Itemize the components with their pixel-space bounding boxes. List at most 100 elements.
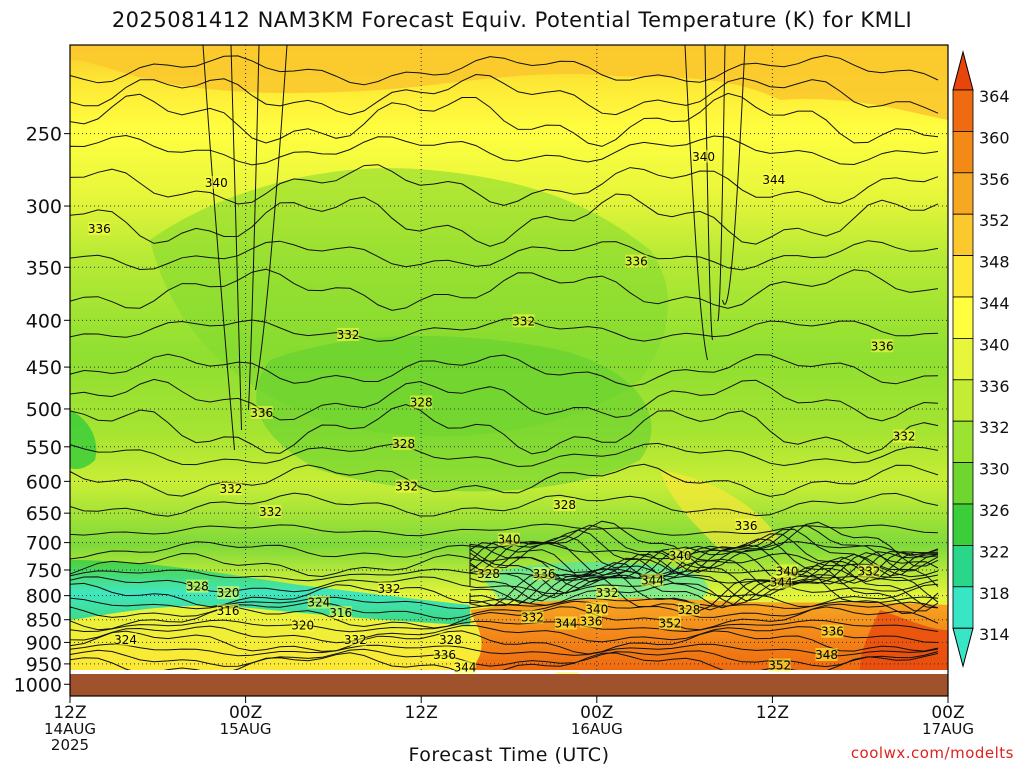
x-tick-label: 15AUG — [220, 720, 272, 738]
contour-line — [70, 652, 939, 670]
contour-line-dry-tongue — [255, 45, 288, 391]
y-tick-label: 750 — [26, 560, 62, 582]
ground-surface — [70, 674, 948, 696]
contour-line-dry-tongue — [722, 45, 746, 305]
contour-label-bg — [625, 254, 648, 268]
y-tick-label: 500 — [26, 399, 62, 421]
contour-line — [70, 625, 939, 644]
colorbar-swatch — [952, 213, 974, 256]
contour-line-dry-tongue — [248, 45, 260, 411]
contour-line-frontal — [469, 553, 939, 602]
x-tick-label: 12Z — [53, 703, 86, 723]
contour-label-bg — [893, 429, 916, 443]
plot-frame — [69, 44, 949, 697]
watermark-link[interactable]: coolwx.com/modelts — [850, 744, 1014, 762]
contour-label-bg — [217, 586, 240, 600]
contour-label-bg — [219, 482, 242, 496]
contour-label-bg — [815, 648, 838, 662]
contour-line — [70, 492, 939, 517]
contour-line-dry-tongue — [717, 45, 726, 321]
contour-label-bg — [857, 564, 880, 578]
colorbar-swatch — [952, 379, 974, 422]
low-level-moist-band — [70, 560, 470, 625]
y-tick-label: 800 — [26, 586, 62, 608]
contour-line — [70, 240, 939, 271]
contour-line — [70, 73, 939, 116]
contour-label-bg — [205, 175, 228, 189]
heatmap-field — [70, 45, 948, 670]
contour-label: 332 — [220, 482, 243, 496]
colorbar-swatch — [952, 586, 974, 629]
colorbar-tick-label: 330 — [979, 460, 1010, 479]
contour-label-bg — [770, 575, 793, 589]
contour-label-bg — [579, 614, 602, 628]
contour-label: 336 — [250, 406, 273, 420]
contour-label: 328 — [553, 498, 576, 512]
contour-label-bg — [217, 604, 240, 618]
contour-line-dry-tongue — [684, 45, 708, 361]
contour-line — [70, 463, 939, 497]
contour-line-frontal — [469, 542, 939, 584]
contour-label: 336 — [821, 625, 844, 639]
x-axis-label: Forecast Time (UTC) — [408, 744, 610, 766]
contour-label-bg — [821, 624, 844, 638]
y-tick-label: 400 — [26, 310, 62, 332]
contour-label-bg — [337, 327, 360, 341]
colorbar-swatch — [952, 172, 974, 215]
contour-label: 348 — [815, 648, 838, 662]
contour-label-bg — [677, 602, 700, 616]
colorbar-swatch — [952, 337, 974, 381]
contour-label: 336 — [433, 648, 456, 662]
contour-label-bg — [392, 436, 415, 450]
contour-label: 324 — [114, 633, 137, 647]
contour-label-bg — [88, 222, 111, 236]
contour-label-bg — [395, 479, 418, 493]
y-tick-label: 250 — [26, 124, 62, 146]
y-tick-label: 300 — [26, 196, 62, 218]
x-tick-label: 14AUG — [44, 720, 96, 738]
colorbar-tick-label: 352 — [979, 211, 1010, 230]
colorbar-tick-label: 364 — [979, 87, 1010, 106]
contour-label: 340 — [585, 602, 608, 616]
contour-label: 340 — [776, 565, 799, 579]
contour-label: 336 — [625, 255, 648, 269]
contour-line — [70, 619, 939, 633]
contour-line — [70, 378, 939, 422]
contour-line — [70, 596, 939, 610]
contour-label: 344 — [454, 661, 477, 675]
contour-label: 336 — [88, 222, 111, 236]
contour-label: 336 — [735, 519, 758, 533]
contour-label-bg — [555, 616, 578, 630]
chart-title: 2025081412 NAM3KM Forecast Equiv. Potent… — [111, 8, 913, 32]
contour-label: 328 — [439, 633, 462, 647]
contour-label-bg — [658, 616, 681, 630]
contour-label-bg — [596, 586, 619, 600]
contour-label-bg — [186, 579, 209, 593]
y-tick-label: 1000 — [14, 674, 62, 696]
contour-label: 324 — [307, 596, 330, 610]
colorbar-swatch — [952, 462, 974, 505]
contour-label: 328 — [392, 437, 415, 451]
contour-label-bg — [533, 567, 556, 581]
contour-label: 332 — [893, 430, 916, 444]
contour-label: 332 — [596, 586, 619, 600]
y-tick-label: 950 — [26, 654, 62, 676]
contour-line — [70, 582, 939, 608]
contour-label: 328 — [477, 567, 500, 581]
contour-line — [70, 134, 939, 166]
contour-line — [70, 606, 939, 631]
contour-label-bg — [114, 632, 137, 646]
contour-line — [70, 268, 939, 311]
contour-label-bg — [259, 504, 282, 518]
colorbar-swatch — [952, 130, 974, 174]
colorbar-bottom-arrow — [952, 627, 974, 669]
colorbar-swatch — [952, 255, 974, 298]
contour-line — [70, 630, 939, 655]
contour-label-bg — [585, 602, 608, 616]
colorbar-tick-label: 332 — [979, 418, 1010, 437]
contour-label-bg — [498, 532, 520, 546]
y-tick-label: 600 — [26, 471, 62, 493]
colorbar-tick-label: 348 — [979, 253, 1010, 272]
contour-label-bg — [735, 518, 758, 532]
contour-label: 352 — [768, 659, 791, 673]
